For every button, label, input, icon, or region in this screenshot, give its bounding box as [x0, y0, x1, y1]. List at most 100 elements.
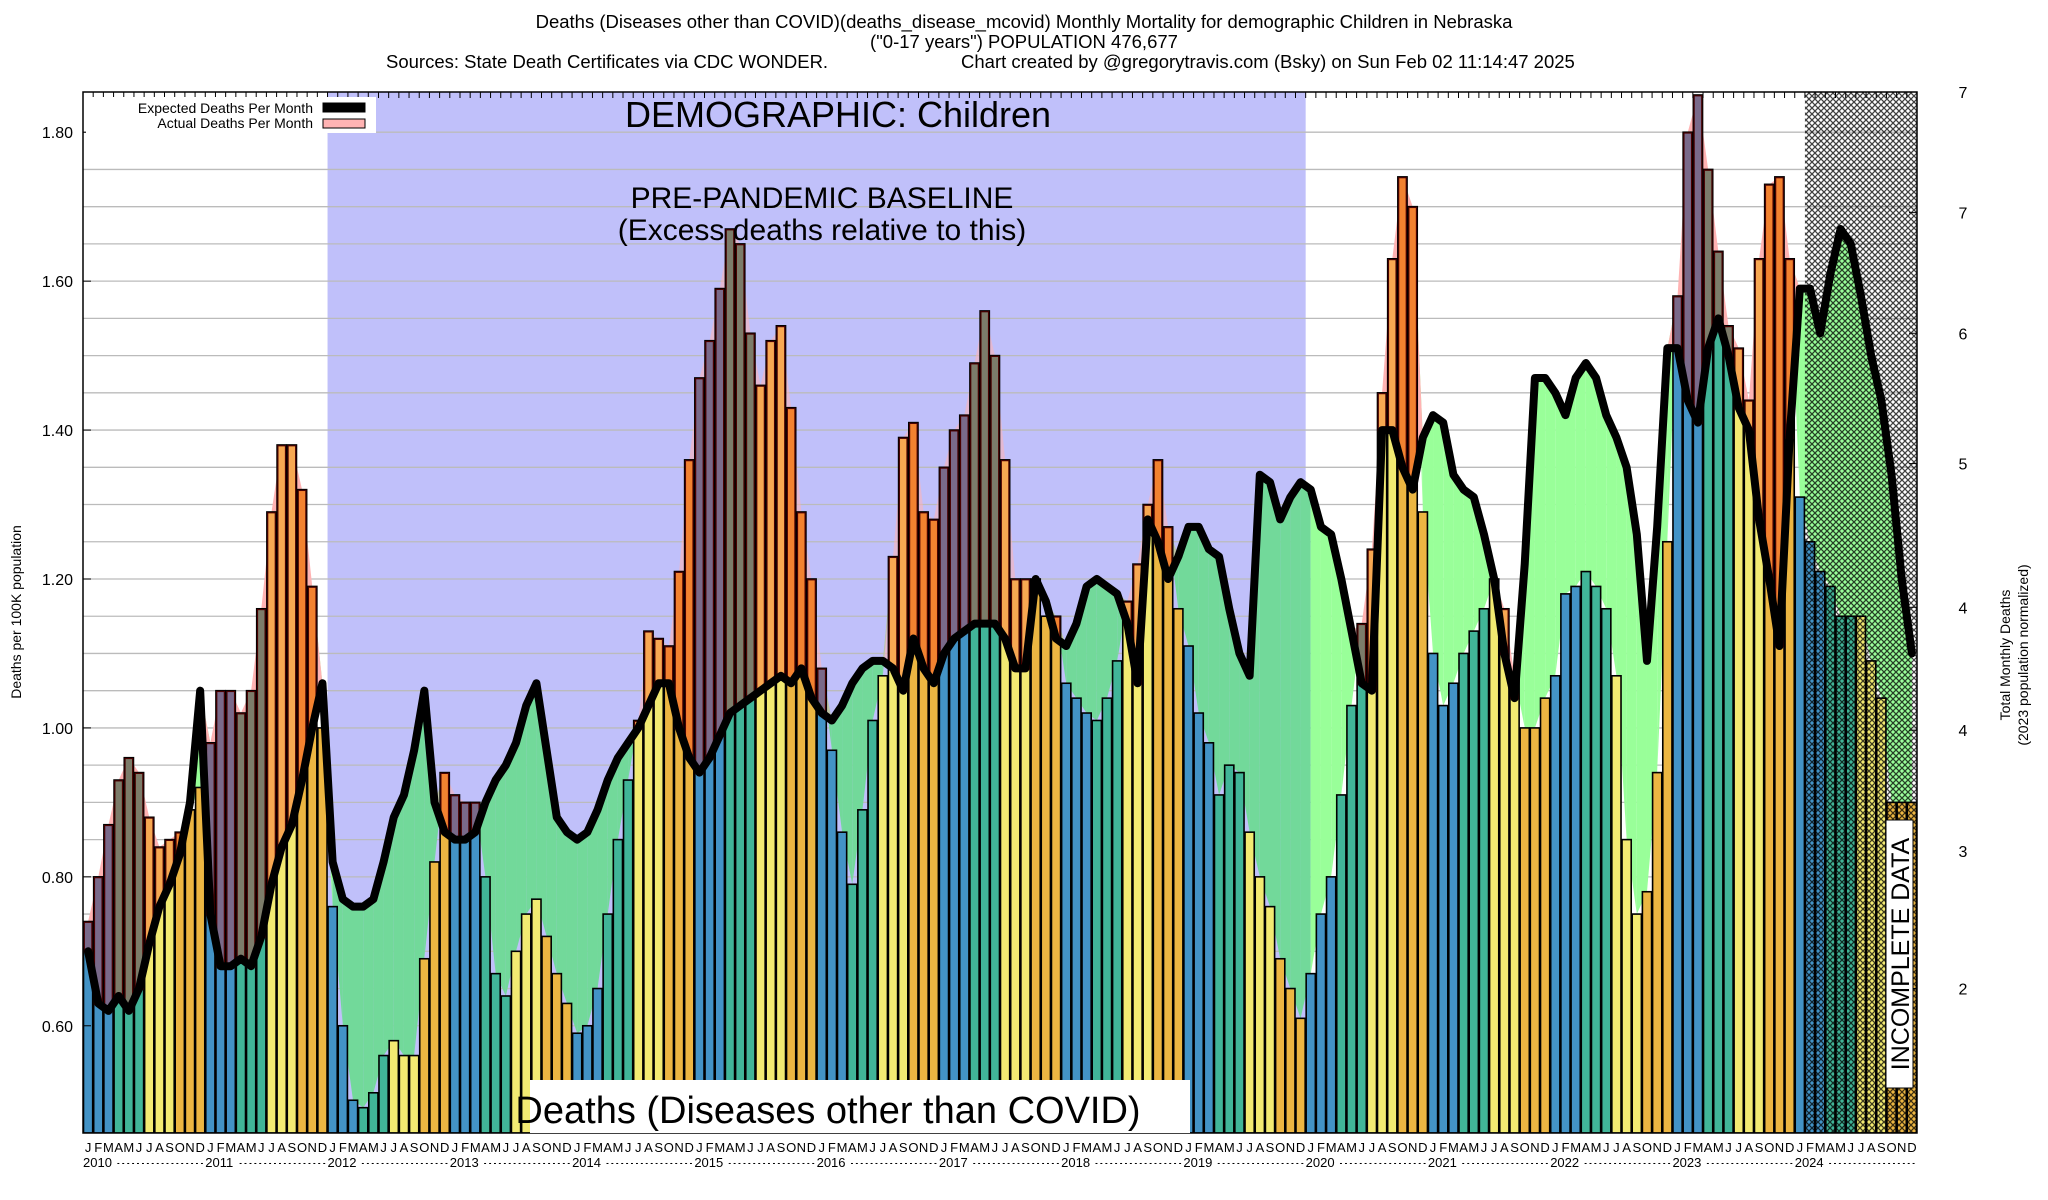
x-month-label: O — [786, 1140, 796, 1155]
bar-actual — [1600, 607, 1612, 1133]
bar-actual — [459, 801, 471, 1133]
bar-actual — [1346, 704, 1357, 1133]
x-month-label: A — [1826, 1140, 1835, 1155]
x-month-label: F — [94, 1140, 102, 1155]
bar-excess-segment — [104, 824, 113, 1013]
x-month-label: J — [1430, 1140, 1437, 1155]
x-month-label: J — [503, 1140, 510, 1155]
expected-above-actual-fill — [1575, 363, 1586, 587]
bar-actual — [1193, 712, 1205, 1133]
bar-excess-segment — [1387, 258, 1397, 432]
expected-above-actual-fill — [373, 861, 384, 1093]
x-month-label: M — [979, 1140, 990, 1155]
expected-above-actual-fill — [597, 780, 608, 989]
x-month-label: S — [410, 1140, 419, 1155]
bar-actual — [1560, 593, 1571, 1133]
bar-actual — [867, 719, 879, 1133]
bar-actual — [1621, 838, 1633, 1133]
x-year-label: 2011 — [205, 1155, 233, 1170]
bar-actual — [795, 511, 807, 1133]
bar-actual — [765, 339, 777, 1133]
x-month-label: A — [1215, 1140, 1224, 1155]
x-month-label: J — [207, 1140, 214, 1155]
x-month-label: F — [461, 1140, 469, 1155]
bar-actual — [744, 332, 756, 1133]
x-month-label: S — [1388, 1140, 1397, 1155]
x-month-label: A — [1704, 1140, 1713, 1155]
bar-actual — [1661, 540, 1673, 1133]
bar-actual — [918, 511, 929, 1133]
x-month-label: D — [1785, 1140, 1794, 1155]
bar-actual — [367, 1091, 379, 1133]
bar-actual — [999, 459, 1011, 1133]
bar-actual — [1020, 578, 1031, 1133]
bar-actual — [1417, 511, 1429, 1133]
bar-actual — [1081, 712, 1092, 1133]
bar-excess-segment — [786, 407, 796, 685]
x-month-label: N — [1775, 1140, 1784, 1155]
x-month-label: J — [1481, 1140, 1488, 1155]
x-month-label: S — [1632, 1140, 1641, 1155]
bar-excess-segment — [725, 229, 735, 715]
bar-actual — [1509, 674, 1520, 1133]
bar-excess-segment — [939, 467, 949, 655]
x-year-label: 2015 — [694, 1155, 723, 1170]
expected-above-actual-fill — [852, 668, 863, 885]
bar-actual — [1091, 719, 1103, 1133]
bar-actual — [1712, 250, 1724, 1133]
expected-above-actual-fill — [1219, 556, 1230, 795]
x-month-label: A — [1500, 1140, 1509, 1155]
x-month-label: J — [1491, 1140, 1498, 1155]
bar-actual — [1723, 325, 1734, 1133]
x-year-dashes: - - - - - - - - - - - - - - - - - - — [1829, 1155, 1915, 1170]
bar-actual — [398, 1054, 410, 1133]
chart-subtitle: ("0-17 years") POPULATION 476,677 — [870, 31, 1178, 52]
bar-actual — [1488, 578, 1500, 1133]
bar-actual — [1386, 257, 1398, 1133]
x-year-dashes: - - - - - - - - - - - - - - - - - - — [973, 1155, 1059, 1170]
bar-actual — [551, 972, 563, 1133]
x-month-label: S — [288, 1140, 297, 1155]
bar-excess-segment — [735, 244, 745, 707]
expected-above-actual-fill — [1565, 377, 1576, 594]
x-month-label: M — [368, 1140, 379, 1155]
bar-actual — [378, 1054, 389, 1133]
bar-excess-segment — [949, 430, 959, 640]
y-tick-label: 0.80 — [42, 870, 73, 887]
y2-axis-title-line1: Total Monthly Deaths — [1997, 590, 2013, 721]
x-month-label: S — [532, 1140, 541, 1155]
bar-actual — [1743, 399, 1755, 1133]
bar-actual — [1121, 600, 1133, 1133]
bar-actual — [602, 913, 614, 1133]
bar-actual — [1071, 697, 1082, 1133]
bar-actual — [592, 987, 603, 1133]
x-month-label: A — [848, 1140, 857, 1155]
x-month-label: D — [1663, 1140, 1672, 1155]
x-month-label: S — [1021, 1140, 1030, 1155]
bar-actual — [541, 935, 552, 1133]
bar-actual — [1672, 295, 1683, 1133]
x-year-label: 2014 — [572, 1155, 601, 1170]
x-year-label: 2020 — [1306, 1155, 1335, 1170]
bar-actual — [928, 518, 940, 1133]
bar-actual — [1142, 503, 1154, 1133]
bar-actual — [1478, 607, 1490, 1133]
y2-tick-label: 7 — [1959, 85, 1968, 102]
x-month-label: O — [1520, 1140, 1530, 1155]
expected-above-actual-fill — [1320, 526, 1332, 915]
bar-actual — [357, 1106, 369, 1133]
bar-excess-segment — [776, 326, 786, 678]
bar-excess-segment — [990, 355, 1000, 626]
x-month-label: S — [1143, 1140, 1152, 1155]
bar-actual — [174, 831, 186, 1133]
bar-excess-segment — [134, 772, 144, 990]
bar-actual — [1356, 622, 1368, 1133]
x-month-label: O — [664, 1140, 674, 1155]
bar-excess-segment — [654, 638, 664, 685]
x-month-label: J — [1185, 1140, 1192, 1155]
x-month-label: O — [175, 1140, 185, 1155]
x-month-label: J — [391, 1140, 398, 1155]
x-month-label: D — [195, 1140, 204, 1155]
x-month-label: M — [1448, 1140, 1459, 1155]
bar-excess-segment — [1683, 132, 1693, 402]
